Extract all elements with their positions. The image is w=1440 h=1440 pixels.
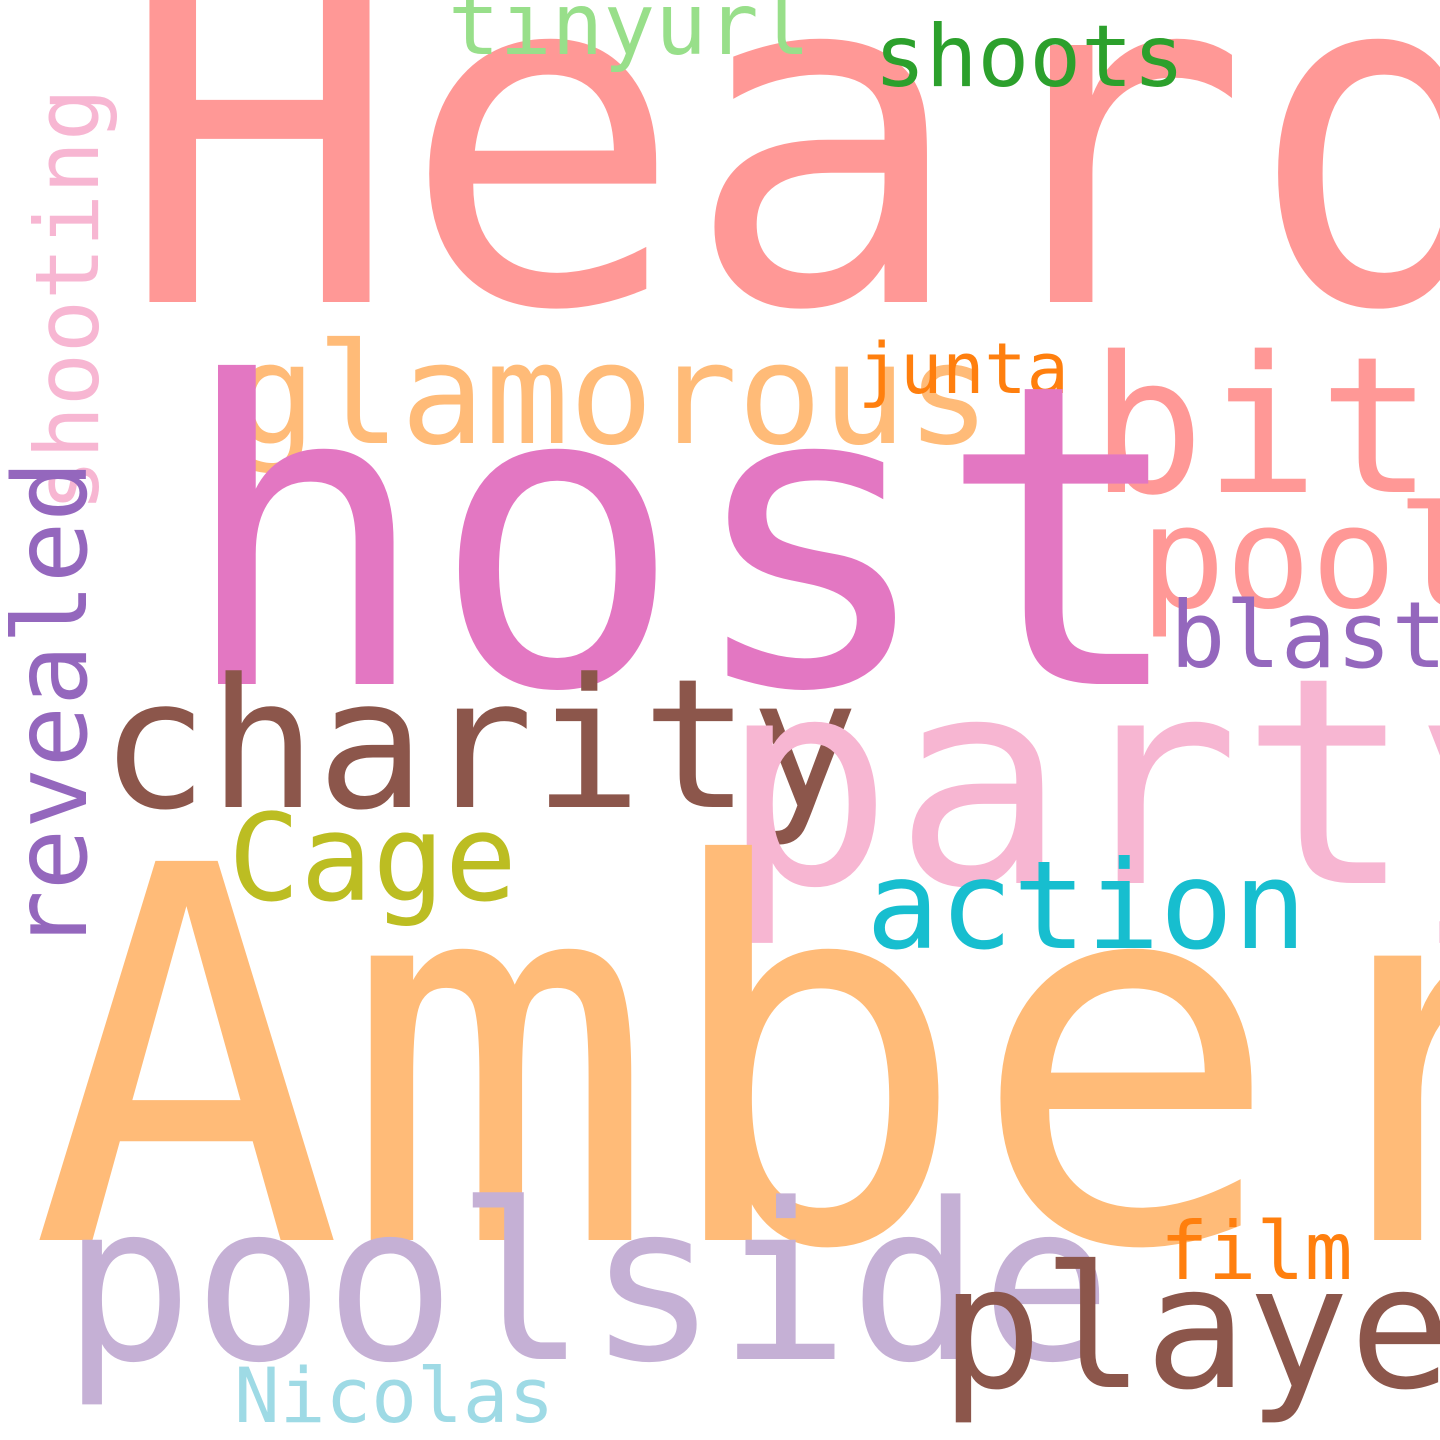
word-shooting: shooting xyxy=(16,88,119,512)
word-nicolas: Nicolas xyxy=(234,1351,555,1440)
word-action: action xyxy=(866,835,1307,977)
word-junta: junta xyxy=(858,328,1069,410)
word-poolside: poolside xyxy=(62,1158,1112,1411)
word-played: played xyxy=(940,1230,1440,1428)
word-blast: blast xyxy=(1170,582,1440,689)
word-heard: Heard xyxy=(118,0,1440,413)
word-film: film xyxy=(1160,1205,1353,1298)
word-party: party xyxy=(720,616,1440,951)
word-shoots: shoots xyxy=(874,7,1185,107)
word-revealed: revealed xyxy=(0,460,111,952)
word-bit: bit xyxy=(1090,316,1434,537)
word-pool: pool xyxy=(1140,476,1440,641)
word-amber: Amber xyxy=(30,757,1440,1363)
word-cage: Cage xyxy=(228,790,517,929)
word-tinyurl: tinyurl xyxy=(448,0,811,75)
word-host: host xyxy=(178,295,1190,784)
word-charity: charity xyxy=(100,641,859,850)
word-glamorous: glamorous xyxy=(232,314,991,477)
